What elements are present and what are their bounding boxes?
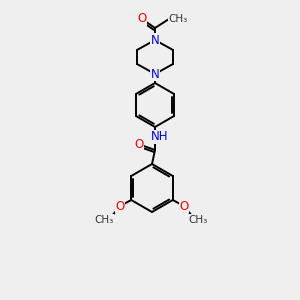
Text: O: O <box>179 200 188 212</box>
Text: O: O <box>134 137 144 151</box>
Text: O: O <box>137 13 147 26</box>
Text: N: N <box>151 68 159 80</box>
Text: CH₃: CH₃ <box>188 215 207 225</box>
Text: O: O <box>116 200 125 212</box>
Text: N: N <box>151 34 159 46</box>
Text: CH₃: CH₃ <box>168 14 188 24</box>
Text: CH₃: CH₃ <box>94 215 114 225</box>
Text: NH: NH <box>151 130 169 143</box>
